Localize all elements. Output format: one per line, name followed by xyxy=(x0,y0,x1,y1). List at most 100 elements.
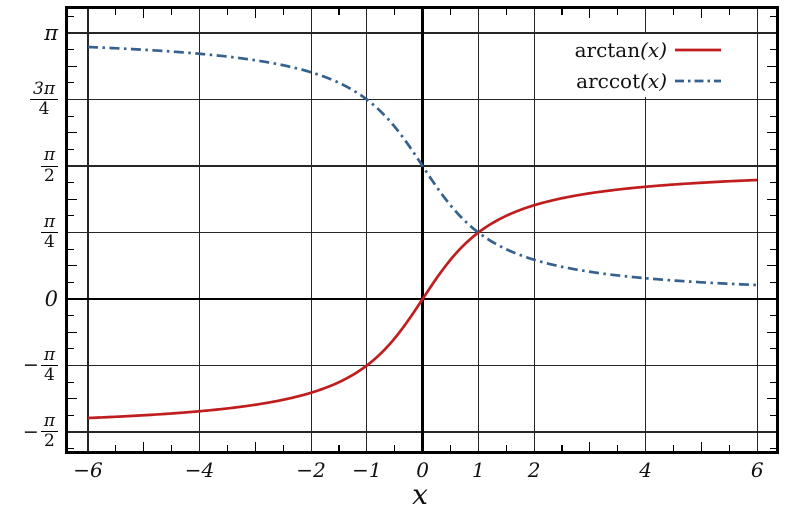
y-minor-tick xyxy=(68,265,77,267)
y-minor-tick xyxy=(770,248,776,250)
v-gridline xyxy=(366,9,368,451)
y-minor-tick xyxy=(770,381,776,383)
v-gridline xyxy=(756,9,758,451)
v-gridline xyxy=(310,9,312,451)
x-minor-tick xyxy=(226,9,228,15)
y-tick-label: π xyxy=(44,21,58,46)
x-tick-label: 1 xyxy=(471,458,485,482)
y-minor-tick xyxy=(770,414,776,416)
y-tick-label: − π 2 xyxy=(2,412,58,450)
v-gridline xyxy=(533,9,535,451)
x-minor-tick xyxy=(254,9,256,18)
x-minor-tick xyxy=(700,442,703,451)
y-minor-tick xyxy=(770,315,776,317)
x-tick-label: 0 xyxy=(416,458,429,482)
arctan-curve xyxy=(87,178,758,420)
x-minor-tick xyxy=(115,9,117,15)
legend: arctan(x) arccot(x) xyxy=(572,34,722,97)
x-minor-tick xyxy=(449,445,452,451)
y-minor-tick xyxy=(767,65,776,67)
y-minor-tick xyxy=(770,148,776,150)
x-minor-tick xyxy=(700,9,703,18)
x-minor-tick xyxy=(394,445,396,451)
y-minor-tick xyxy=(68,381,74,383)
y-zero-axis xyxy=(421,9,424,451)
x-tick-label: −6 xyxy=(73,458,103,482)
y-minor-tick xyxy=(68,248,74,250)
y-minor-tick xyxy=(68,448,74,450)
x-minor-tick xyxy=(282,9,284,15)
x-minor-tick xyxy=(505,9,507,15)
x-minor-tick xyxy=(143,442,145,451)
x-minor-tick xyxy=(171,445,173,451)
y-minor-tick xyxy=(68,115,74,117)
x-axis-title: x xyxy=(412,478,428,511)
y-minor-tick xyxy=(767,265,776,267)
y-minor-tick xyxy=(68,331,77,333)
x-minor-tick xyxy=(338,445,340,451)
y-minor-tick xyxy=(68,348,74,350)
x-minor-tick xyxy=(561,9,563,15)
legend-sample-solid-line xyxy=(675,48,721,52)
y-minor-tick xyxy=(68,82,74,84)
y-tick-label: 0 xyxy=(44,287,58,311)
legend-entry-arccot: arccot(x) xyxy=(572,66,722,97)
x-minor-tick xyxy=(171,9,173,15)
x-minor-tick xyxy=(282,445,284,451)
y-minor-tick xyxy=(767,198,776,200)
x-minor-tick xyxy=(449,9,452,15)
y-minor-tick xyxy=(770,115,776,117)
x-tick-label: 2 xyxy=(527,458,541,482)
x-minor-tick xyxy=(254,442,256,451)
legend-label-arctan: arctan(x) xyxy=(574,37,667,62)
x-minor-tick xyxy=(617,445,619,451)
y-minor-tick xyxy=(770,215,776,217)
y-minor-tick xyxy=(767,132,776,134)
v-gridline xyxy=(198,9,201,451)
y-minor-tick xyxy=(68,132,77,134)
y-minor-tick xyxy=(68,198,77,200)
y-minor-tick xyxy=(770,281,776,283)
x-minor-tick xyxy=(672,445,675,451)
x-tick-label: 6 xyxy=(750,458,764,482)
x-tick-label: −1 xyxy=(352,458,382,482)
x-minor-tick xyxy=(115,445,117,451)
y-minor-tick xyxy=(68,215,74,217)
x-minor-tick xyxy=(728,445,730,451)
y-minor-tick xyxy=(770,348,776,350)
legend-sample-dashdot-line xyxy=(675,79,721,83)
y-minor-tick xyxy=(770,448,776,450)
y-minor-tick xyxy=(68,398,77,400)
y-minor-tick xyxy=(68,65,77,67)
x-tick-label: −4 xyxy=(184,458,215,482)
x-tick-label: −2 xyxy=(296,458,326,482)
y-minor-tick xyxy=(770,49,776,51)
x-minor-tick xyxy=(505,445,507,451)
v-gridline xyxy=(645,9,647,451)
y-tick-label: − π 4 xyxy=(2,346,58,384)
arccot-curve xyxy=(87,45,758,287)
x-minor-tick xyxy=(589,9,591,18)
legend-label-arccot: arccot(x) xyxy=(576,69,667,94)
y-minor-tick xyxy=(68,182,74,184)
y-tick-label: 3π 4 xyxy=(2,80,58,118)
y-minor-tick xyxy=(68,148,74,150)
y-minor-tick xyxy=(68,414,74,416)
y-minor-tick xyxy=(770,82,776,84)
y-minor-tick xyxy=(68,15,74,17)
plot-border xyxy=(65,6,779,454)
y-minor-tick xyxy=(767,398,776,400)
x-minor-tick xyxy=(226,445,228,451)
x-tick-label: 4 xyxy=(639,458,653,482)
x-minor-tick xyxy=(589,442,591,451)
x-minor-tick xyxy=(617,9,619,15)
x-minor-tick xyxy=(561,445,563,451)
y-minor-tick xyxy=(68,49,74,51)
y-minor-tick xyxy=(767,331,776,333)
x-minor-tick xyxy=(338,9,340,15)
v-gridline xyxy=(477,9,479,451)
y-minor-tick xyxy=(770,182,776,184)
